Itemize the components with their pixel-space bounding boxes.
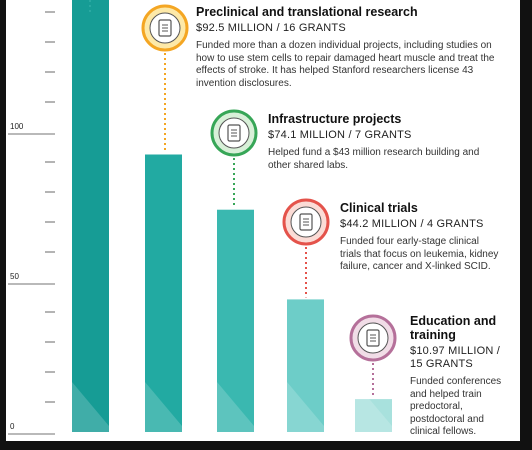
bar bbox=[217, 209, 254, 432]
bar-shade bbox=[217, 382, 254, 432]
annotation: Infrastructure projects $74.1 MILLION / 7… bbox=[268, 112, 488, 172]
bars bbox=[72, 0, 392, 432]
annotation: Education and training $10.97 MILLION / 1… bbox=[410, 314, 506, 439]
annotation-title: Infrastructure projects bbox=[268, 112, 402, 126]
value-label: $10.97 MILLION / 15 GRANTS bbox=[410, 345, 501, 370]
annotation-text: Funded four early-stage clinical trials … bbox=[340, 236, 499, 272]
annotation-title: Preclinical and translational research bbox=[196, 5, 418, 19]
icon-glyph bbox=[366, 329, 380, 347]
icon-glyph bbox=[227, 124, 241, 142]
annotation-text: Funded more than a dozen individual proj… bbox=[196, 40, 495, 89]
value-label: $44.2 MILLION / 4 GRANTS bbox=[340, 218, 484, 230]
icon-glyph bbox=[299, 213, 313, 231]
bar bbox=[145, 154, 182, 432]
bar bbox=[72, 0, 109, 432]
y-tick-label: 0 bbox=[10, 422, 15, 431]
bar bbox=[287, 299, 324, 432]
y-tick-label: 50 bbox=[10, 272, 19, 281]
icon-glyph bbox=[158, 19, 172, 37]
annotation-title: Education and training bbox=[410, 314, 497, 342]
annotation-text: Funded conferences and helped train pred… bbox=[410, 376, 502, 437]
y-tick-label: 100 bbox=[10, 122, 24, 131]
value-label: $74.1 MILLION / 7 GRANTS bbox=[268, 129, 412, 141]
value-label: $92.5 MILLION / 16 GRANTS bbox=[196, 22, 346, 34]
annotation: Clinical trials $44.2 MILLION / 4 GRANTS F… bbox=[340, 201, 500, 274]
annotation-text: Helped fund a $43 million research build… bbox=[268, 147, 480, 171]
annotation-title: Clinical trials bbox=[340, 201, 418, 215]
annotation: Preclinical and translational research $9… bbox=[196, 5, 510, 90]
bar bbox=[355, 399, 392, 432]
bar-shade bbox=[145, 382, 182, 432]
bar-shade bbox=[287, 382, 324, 432]
bar-shade bbox=[355, 382, 392, 432]
bar-shade bbox=[72, 382, 109, 432]
